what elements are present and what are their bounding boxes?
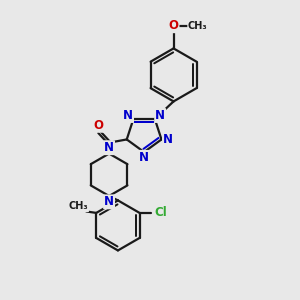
- Text: Cl: Cl: [155, 206, 167, 219]
- Text: N: N: [104, 195, 114, 208]
- Text: O: O: [169, 19, 178, 32]
- Text: N: N: [104, 141, 114, 154]
- Text: N: N: [139, 151, 149, 164]
- Text: CH₃: CH₃: [188, 21, 208, 31]
- Text: N: N: [123, 109, 133, 122]
- Text: N: N: [163, 133, 173, 146]
- Text: O: O: [94, 119, 104, 132]
- Text: N: N: [155, 109, 165, 122]
- Text: CH₃: CH₃: [69, 201, 88, 212]
